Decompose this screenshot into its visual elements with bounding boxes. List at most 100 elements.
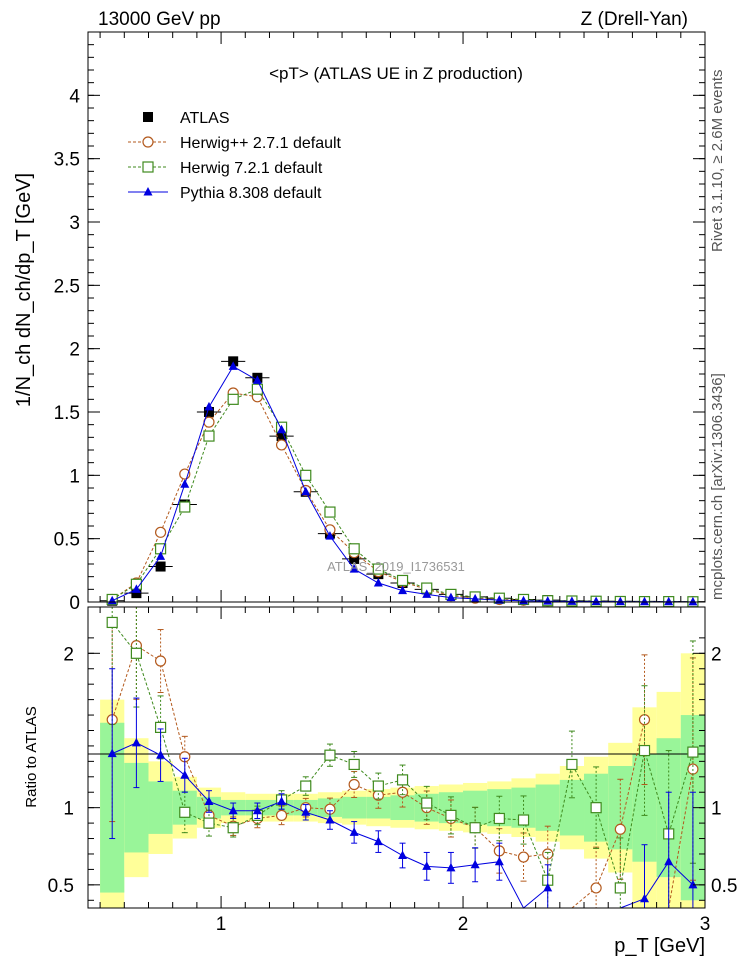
main-point-3 xyxy=(615,596,625,606)
ratio-series-line-0 xyxy=(668,768,694,909)
main-point-0 xyxy=(203,407,214,417)
ratio-point-0 xyxy=(275,809,288,821)
main-y-tick-label: 4 xyxy=(69,86,80,107)
main-frame xyxy=(87,31,706,603)
ratio-marks xyxy=(106,606,699,909)
x-axis-label: p_T [GeV] xyxy=(614,935,705,957)
ratio-point-2 xyxy=(349,827,359,836)
main-point-3 xyxy=(204,401,214,411)
ratio-point-2 xyxy=(543,882,553,892)
ratio-y-label: Ratio to ATLAS xyxy=(23,706,40,807)
main-point-3 xyxy=(349,564,359,573)
watermark: ATLAS_2019_I1736531 xyxy=(327,559,465,574)
main-point-2 xyxy=(203,430,215,442)
ratio-frame xyxy=(87,606,706,909)
main-point-0 xyxy=(155,561,166,572)
ratio-axes: 0.5 0.5 1 1 2 2 1 2 3 xyxy=(48,607,737,935)
main-point-1 xyxy=(154,526,167,538)
ratio-point-1 xyxy=(687,746,699,758)
mcplots-note: mcplots.cern.ch [arXiv:1306.3436] xyxy=(709,373,726,600)
main-y-tick-label: 1 xyxy=(69,466,80,487)
main-point-3 xyxy=(325,531,335,540)
ratio-point-0 xyxy=(517,851,530,863)
ratio-point-0 xyxy=(348,778,360,791)
ratio-point-2 xyxy=(688,879,698,889)
ratio-point-2 xyxy=(204,796,214,805)
legend-label: ATLAS xyxy=(180,110,230,127)
ratio-y-tick-label: 2 xyxy=(63,644,74,665)
band-inner xyxy=(390,795,415,821)
ratio-y-tick-label-right: 1 xyxy=(711,799,722,820)
ratio-point-2 xyxy=(398,850,408,860)
ratio-point-1 xyxy=(590,802,602,814)
legend-label: Herwig 7.2.1 default xyxy=(180,160,323,177)
legend-marker xyxy=(143,187,153,196)
legend-marker xyxy=(142,161,154,173)
main-point-3 xyxy=(277,424,287,434)
main-y-tick-label: 2.5 xyxy=(54,276,80,297)
ratio-point-2 xyxy=(373,836,383,846)
ratio-y-tick-label: 1 xyxy=(63,799,74,820)
main-point-3 xyxy=(422,589,432,598)
ratio-point-2 xyxy=(470,859,480,869)
ratio-point-2 xyxy=(422,861,432,870)
main-y-tick-label: 2 xyxy=(69,340,80,361)
ratio-point-2 xyxy=(664,856,674,866)
main-point-0 xyxy=(228,356,239,367)
x-tick-label: 3 xyxy=(700,914,711,935)
ratio-point-1 xyxy=(445,809,457,821)
ratio-point-1 xyxy=(324,749,336,761)
ratio-point-1 xyxy=(203,817,215,829)
main-point-2 xyxy=(348,543,360,555)
main-point-0 xyxy=(131,588,142,599)
main-point-3 xyxy=(156,551,166,560)
ratio-point-2 xyxy=(228,805,238,815)
ratio-point-1 xyxy=(469,822,481,834)
ratio-y-tick-label: 0.5 xyxy=(48,876,74,897)
ratio-point-2 xyxy=(180,770,190,779)
main-point-2 xyxy=(396,574,409,587)
legend-label: Herwig++ 2.7.1 default xyxy=(180,135,342,152)
band-inner xyxy=(535,784,560,831)
ratio-point-2 xyxy=(107,748,117,758)
main-panel: 0 0.5 1 1.5 2 2.5 3 3.5 4 <pT> (ATLAS UE in Z pr… xyxy=(13,31,706,614)
x-tick-label: 2 xyxy=(458,914,469,935)
legend: ATLAS Herwig++ 2.7.1 default Herwig 7.2.1 … xyxy=(128,110,342,202)
ratio-point-1 xyxy=(493,812,505,825)
main-point-3 xyxy=(664,596,674,606)
legend-marker xyxy=(143,112,153,122)
ratio-point-1 xyxy=(614,882,626,894)
ratio-point-1 xyxy=(517,814,530,826)
main-y-axis: 0 0.5 1 1.5 2 2.5 3 3.5 4 xyxy=(54,32,705,614)
rivet-note: Rivet 3.1.10, ≥ 2.6M events xyxy=(709,70,726,253)
ratio-point-0 xyxy=(154,655,167,667)
ratio-point-0 xyxy=(396,786,409,798)
main-point-0 xyxy=(349,553,360,564)
main-y-tick-label: 3.5 xyxy=(54,150,80,171)
ratio-point-1 xyxy=(566,758,578,771)
ratio-point-2 xyxy=(325,815,335,824)
ratio-point-2 xyxy=(494,856,504,866)
band-inner xyxy=(342,796,367,819)
ratio-point-1 xyxy=(348,758,360,771)
ratio-point-2 xyxy=(252,805,262,815)
ratio-y-tick-label-right: 0.5 xyxy=(711,876,737,897)
main-point-3 xyxy=(470,593,480,603)
ratio-panel: 0.5 0.5 1 1 2 2 1 2 3 Ratio to ATLAS p_T [GeV] xyxy=(23,606,737,957)
main-point-3 xyxy=(591,596,601,605)
main-point-2 xyxy=(227,393,239,405)
main-y-label: 1/N_ch dN_ch/dp_T [GeV] xyxy=(13,173,35,407)
ratio-point-0 xyxy=(590,882,602,894)
ratio-point-1 xyxy=(396,774,409,786)
main-point-2 xyxy=(324,506,336,518)
band-inner xyxy=(559,779,585,836)
header-left: 13000 GeV pp xyxy=(98,9,221,30)
main-title: <pT> (ATLAS UE in Z production) xyxy=(269,64,523,83)
main-point-0 xyxy=(276,431,287,442)
ratio-point-1 xyxy=(372,780,384,792)
main-y-tick-label: 0.5 xyxy=(54,530,80,551)
main-point-1 xyxy=(275,439,288,451)
legend-marker xyxy=(142,136,154,148)
ratio-point-1 xyxy=(421,797,433,809)
